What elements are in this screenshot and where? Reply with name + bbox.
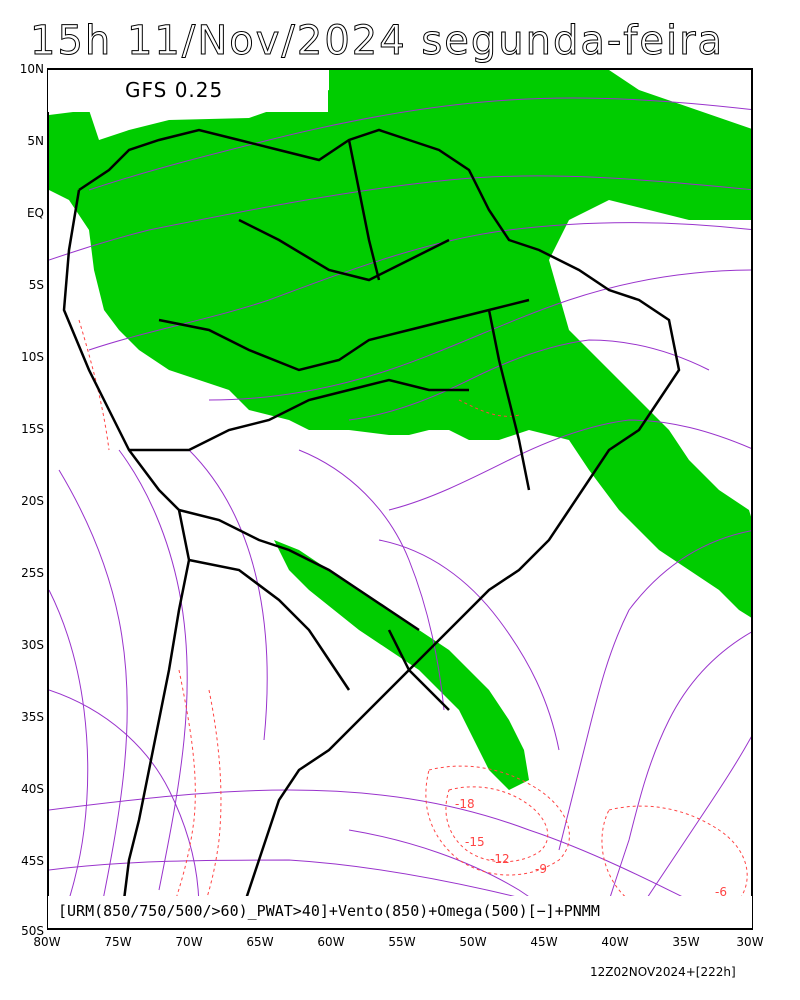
contour-label: -15 bbox=[465, 835, 485, 849]
lat-label: 25S bbox=[21, 566, 44, 580]
model-label: GFS 0.25 bbox=[125, 78, 224, 102]
wind-streamlines bbox=[49, 97, 751, 928]
map-area bbox=[47, 68, 753, 930]
lat-label: 5N bbox=[27, 134, 44, 148]
contour-label: -18 bbox=[455, 797, 475, 811]
lat-label: 10S bbox=[21, 350, 44, 364]
lon-label: 40W bbox=[601, 935, 629, 949]
page-title: 15h 11/Nov/2024 segunda-feira bbox=[30, 18, 725, 65]
lon-label: 65W bbox=[246, 935, 274, 949]
lat-label: 45S bbox=[21, 854, 44, 868]
lat-label: 5S bbox=[28, 278, 44, 292]
lat-label: 20S bbox=[21, 494, 44, 508]
lat-label: 30S bbox=[21, 638, 44, 652]
model-label-box bbox=[48, 70, 328, 112]
lat-label: 10N bbox=[19, 62, 44, 76]
lon-label: 70W bbox=[175, 935, 203, 949]
lat-label: EQ bbox=[26, 206, 44, 220]
lon-label: 45W bbox=[530, 935, 558, 949]
lon-label: 60W bbox=[317, 935, 345, 949]
lon-label: 55W bbox=[388, 935, 416, 949]
contour-label: -6 bbox=[715, 885, 727, 899]
lon-label: 75W bbox=[104, 935, 132, 949]
contour-label: -9 bbox=[535, 862, 547, 876]
contour-label: -12 bbox=[490, 852, 510, 866]
lat-label: 40S bbox=[21, 782, 44, 796]
lon-label: 80W bbox=[33, 935, 61, 949]
lat-label: 50S bbox=[21, 924, 44, 938]
lon-label: 30W bbox=[736, 935, 764, 949]
lon-label: 50W bbox=[459, 935, 487, 949]
lat-label: 35S bbox=[21, 710, 44, 724]
humid-area bbox=[49, 70, 751, 790]
run-info: 12Z02NOV2024+[222h] bbox=[590, 965, 736, 979]
legend-box bbox=[48, 896, 752, 928]
lat-label: 15S bbox=[21, 422, 44, 436]
lon-label: 35W bbox=[672, 935, 700, 949]
legend-text: [URM(850/750/500/>60)_PWAT>40]+Vento(850… bbox=[58, 902, 600, 920]
map-canvas bbox=[49, 70, 751, 928]
country-borders bbox=[62, 128, 681, 928]
